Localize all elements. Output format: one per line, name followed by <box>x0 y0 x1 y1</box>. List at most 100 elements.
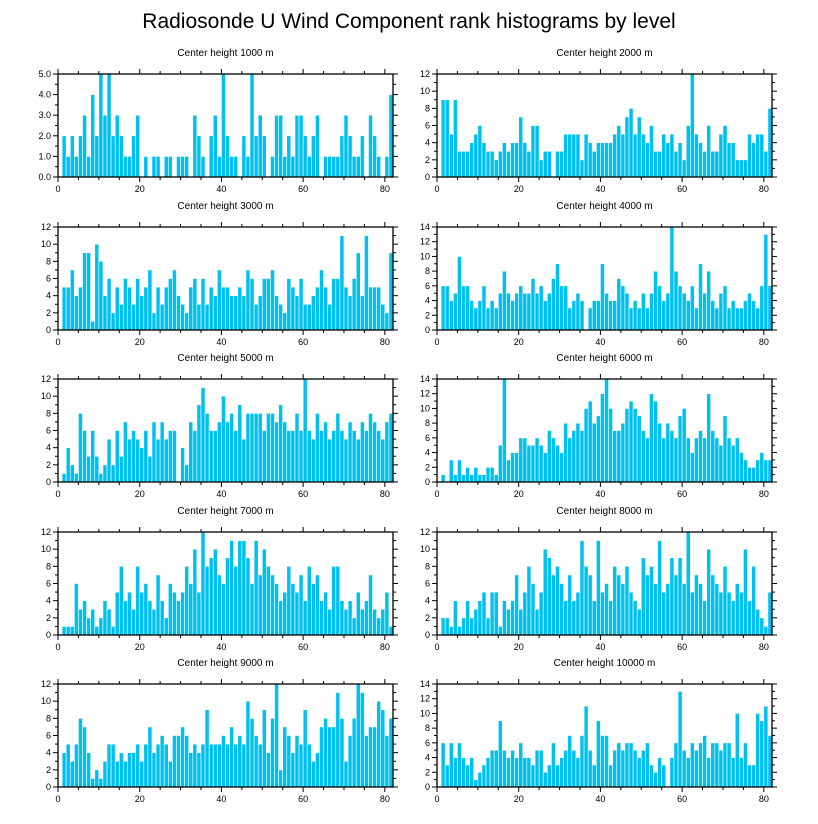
histogram-bar <box>616 278 622 331</box>
histogram-bar <box>327 438 333 483</box>
histogram-bar <box>453 474 458 483</box>
histogram-bar <box>172 591 177 636</box>
histogram-bar <box>608 764 613 788</box>
histogram-bar <box>98 73 104 178</box>
histogram-bar <box>645 142 650 178</box>
histogram-bar <box>714 583 720 636</box>
histogram-panel: Center height 9000 m 0 20 40 60 80 0 2 4 6 8 10 12 <box>41 658 398 804</box>
histogram-bar <box>694 437 699 483</box>
histogram-panel: Center height 2000 m 0 20 40 60 80 0 2 4 6 8 10 12 <box>420 48 777 194</box>
histogram-bar <box>274 295 279 331</box>
histogram-bar <box>575 591 581 636</box>
histogram-bar <box>751 466 756 483</box>
histogram-bar <box>384 735 390 788</box>
histogram-bar <box>131 135 136 178</box>
histogram-bar <box>469 142 475 178</box>
histogram-bar <box>759 133 765 178</box>
histogram-bar <box>123 421 128 483</box>
histogram-bar <box>722 742 728 788</box>
histogram-bar <box>489 150 495 178</box>
histogram-bar <box>188 752 194 788</box>
histogram-bar <box>372 135 377 178</box>
histogram-bar <box>270 269 275 331</box>
histogram-bar <box>208 135 214 178</box>
histogram-bar <box>653 150 658 178</box>
histogram-bar <box>261 548 267 636</box>
histogram-bar <box>212 430 218 483</box>
histogram-bar <box>208 743 214 788</box>
histogram-bar <box>102 464 108 483</box>
histogram-bar <box>726 142 732 178</box>
histogram-bar <box>493 591 499 636</box>
histogram-panel: Center height 3000 m 0 20 40 60 80 0 2 4 6 8 10 12 <box>41 201 398 347</box>
histogram-bar <box>518 116 524 178</box>
histogram-bar <box>649 292 654 331</box>
histogram-bar <box>538 444 544 483</box>
y-tick-label: 2 <box>46 460 51 470</box>
x-tick-label: 0 <box>434 489 439 499</box>
histogram-bar <box>526 757 532 788</box>
histogram-bar <box>718 444 724 483</box>
histogram-bar <box>327 608 333 636</box>
histogram-bar <box>69 626 75 636</box>
histogram-bar <box>278 114 283 178</box>
histogram-bar <box>465 285 470 331</box>
histogram-bar <box>485 150 491 178</box>
histogram-bar <box>510 749 515 788</box>
histogram-bar <box>461 150 466 178</box>
histogram-bar <box>114 760 120 788</box>
histogram-bar <box>147 455 153 483</box>
histogram-bar <box>221 73 226 178</box>
histogram-bar <box>493 307 499 331</box>
histogram-bar <box>225 286 230 331</box>
histogram-bar <box>669 757 675 788</box>
histogram-bar <box>310 583 316 636</box>
x-tick-label: 0 <box>434 794 439 804</box>
histogram-bar <box>229 295 234 331</box>
histogram-bar <box>448 300 454 331</box>
histogram-bar <box>274 114 279 178</box>
y-tick-label: 0 <box>425 630 430 640</box>
histogram-bar <box>94 243 100 331</box>
histogram-bar <box>310 135 316 178</box>
histogram-bar <box>587 307 593 331</box>
histogram-bar <box>706 393 712 483</box>
histogram-bar <box>245 156 251 178</box>
histogram-bar <box>257 743 263 788</box>
histogram-bar <box>714 150 720 178</box>
histogram-bar <box>506 150 511 178</box>
histogram-bar <box>302 303 308 331</box>
histogram-bar <box>261 709 267 788</box>
histogram-bar <box>453 600 458 636</box>
histogram-bar <box>608 300 613 331</box>
panel-title: Center height 1000 m <box>177 48 273 59</box>
histogram-bar <box>139 447 145 483</box>
histogram-bar <box>78 413 83 483</box>
histogram-bar <box>306 743 312 788</box>
histogram-bar <box>555 764 560 788</box>
histogram-bar <box>74 156 79 178</box>
histogram-bar <box>542 300 548 331</box>
x-tick-label: 20 <box>135 489 145 499</box>
histogram-bar <box>274 683 279 788</box>
histogram-bar <box>624 292 630 331</box>
histogram-bar <box>734 307 740 331</box>
histogram-bar <box>673 150 679 178</box>
x-tick-label: 80 <box>759 489 769 499</box>
histogram-bar <box>665 292 671 331</box>
y-tick-label: 4 <box>425 138 430 148</box>
histogram-panel: Center height 1000 m 0 20 40 60 80 0.0 1.0 2.0 3.… <box>38 48 398 194</box>
histogram-bar <box>360 692 365 788</box>
histogram-bar <box>343 114 349 178</box>
histogram-bar <box>677 557 683 636</box>
histogram-bar <box>208 430 214 483</box>
histogram-bar <box>751 764 756 788</box>
histogram-bar <box>106 438 112 483</box>
histogram-bar <box>665 583 671 636</box>
y-tick-label: 12 <box>420 69 430 79</box>
y-tick-label: 2 <box>425 462 430 472</box>
histogram-bar <box>151 608 157 636</box>
histogram-bar <box>448 626 454 636</box>
histogram-bar <box>612 749 618 788</box>
histogram-bar <box>591 150 597 178</box>
